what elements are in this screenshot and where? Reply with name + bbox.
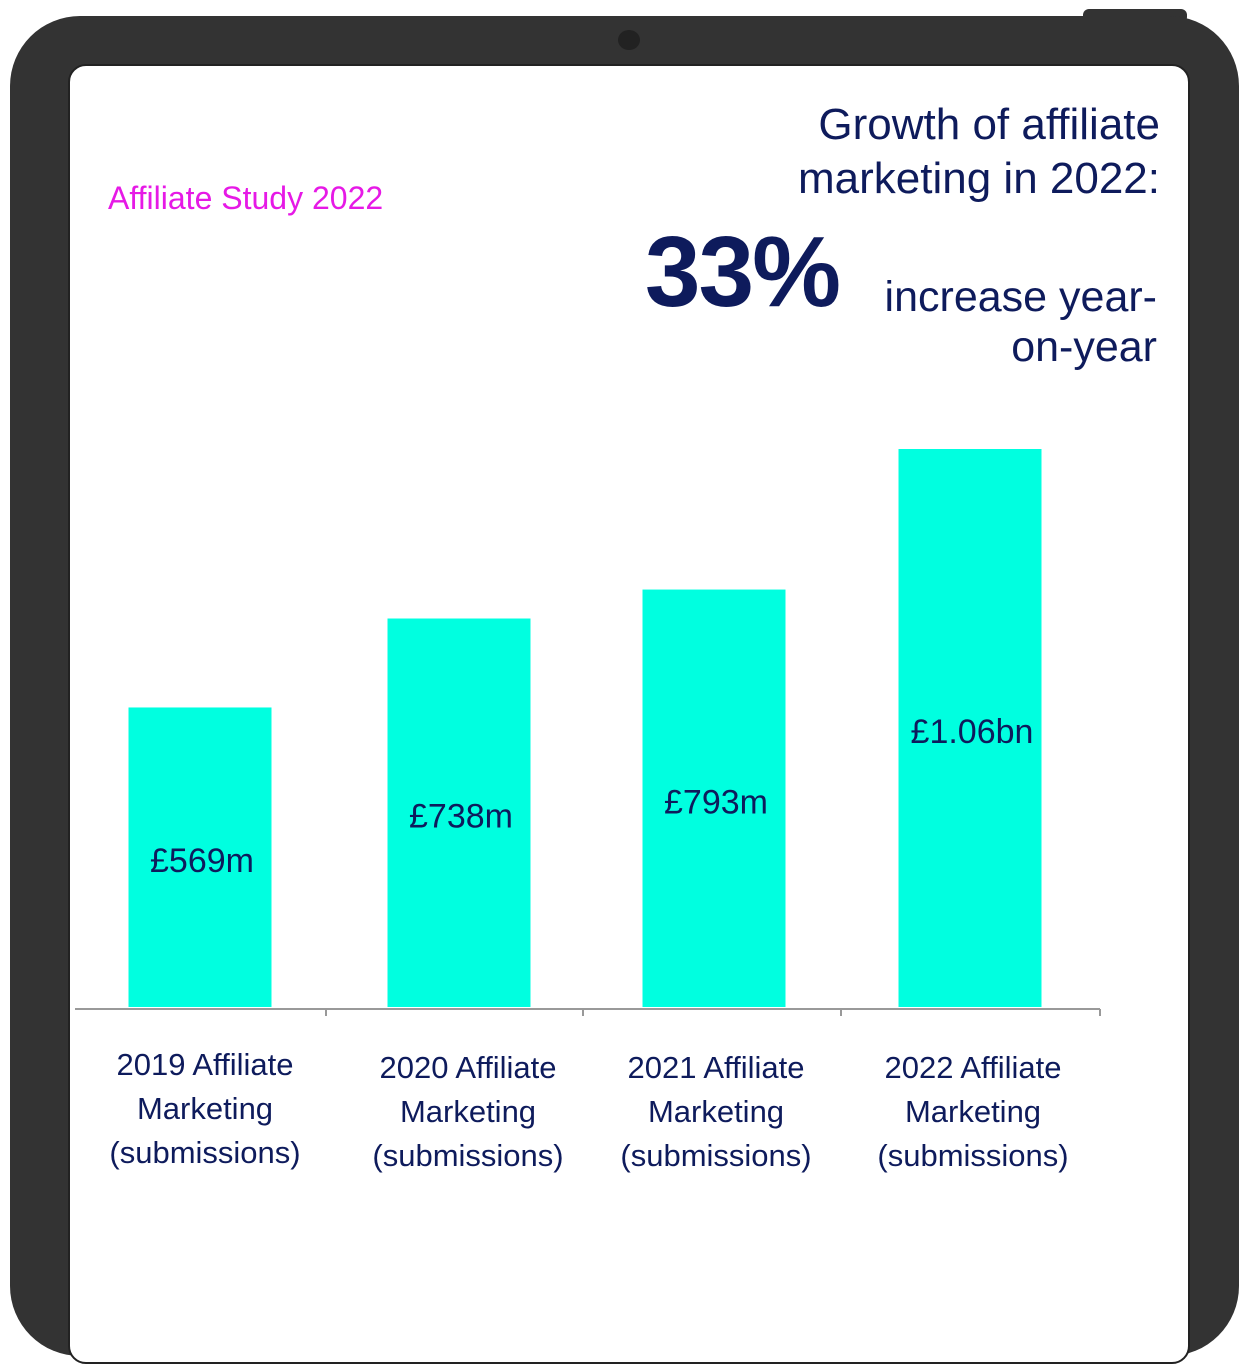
headline: 33% increase year-on-year: [645, 222, 1157, 372]
title: Growth of affiliate marketing in 2022:: [798, 100, 1160, 203]
bar: [898, 449, 1042, 1007]
x-tick-label: 2019 Affiliate Marketing (submissions): [109, 1047, 301, 1170]
bar: [128, 707, 272, 1007]
subtitle: Affiliate Study 2022: [108, 180, 384, 216]
bar: [642, 589, 786, 1007]
value-label: £793m: [664, 783, 768, 821]
value-label: £569m: [150, 842, 254, 880]
value-label: £1.06bn: [911, 713, 1034, 751]
x-tick-label: 2020 Affiliate Marketing (submissions): [372, 1050, 564, 1173]
camera: [618, 30, 640, 50]
page: Affiliate Study 2022 Growth of affiliate…: [10, 9, 1239, 1364]
value-label: £738m: [409, 798, 513, 836]
chart: £569m £738m £793m £1.06bn: [75, 449, 1101, 1016]
headline-text: increase year-on-year: [884, 273, 1157, 371]
x-tick-label: 2021 Affiliate Marketing (submissions): [620, 1050, 812, 1173]
bar: [387, 618, 531, 1007]
x-tick-label: 2022 Affiliate Marketing (submissions): [877, 1050, 1069, 1173]
headline-value: 33%: [644, 216, 841, 328]
